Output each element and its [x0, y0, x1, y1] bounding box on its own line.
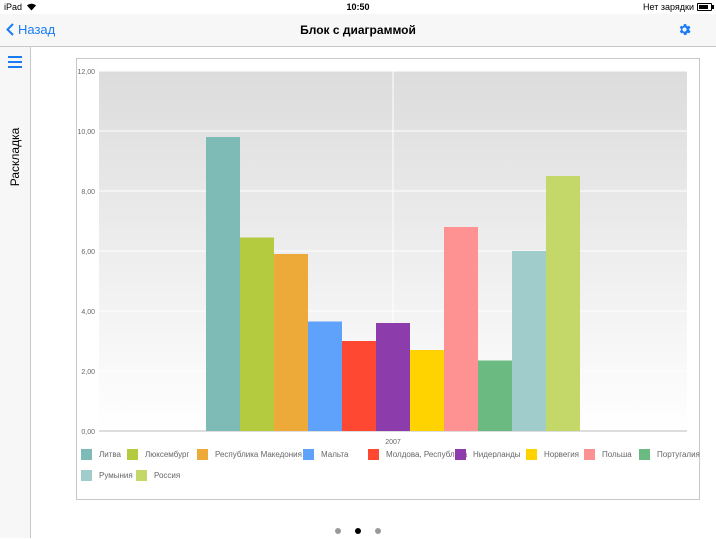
page-title: Блок с диаграммой [300, 23, 416, 37]
page-indicator [0, 521, 716, 539]
legend-swatch [455, 449, 466, 460]
bar [376, 323, 410, 431]
legend-swatch [303, 449, 314, 460]
legend-item: Норвегия [526, 449, 579, 460]
layout-tab-label: Раскладка [8, 127, 22, 187]
legend-label: Норвегия [544, 450, 580, 459]
bar [240, 237, 274, 431]
menu-icon[interactable] [8, 56, 22, 68]
legend-item: Польша [584, 449, 632, 460]
back-button[interactable]: Назад [6, 22, 55, 37]
legend-item: Нидерланды [455, 449, 521, 460]
legend-item: Мальта [303, 449, 348, 460]
bar-chart: 0,00 2,00 4,00 6,00 8,00 10,00 12,00 2007 [77, 69, 687, 446]
legend-swatch [81, 470, 92, 481]
legend-label: Португалия [657, 450, 700, 459]
gear-icon[interactable] [677, 22, 692, 37]
bar [410, 350, 444, 431]
legend-swatch [526, 449, 537, 460]
legend-item: Литва [81, 449, 121, 460]
y-tick-label: 12,00 [77, 69, 95, 76]
layout-tab[interactable]: Раскладка [8, 127, 22, 187]
x-tick-label: 2007 [385, 439, 401, 446]
legend-label: Молдова, Республика [386, 450, 468, 459]
bar [478, 360, 512, 431]
sidebar: Раскладка [0, 47, 31, 538]
wifi-icon [27, 3, 36, 11]
device-name: iPad [4, 2, 23, 12]
bar [308, 321, 342, 431]
legend-swatch [127, 449, 138, 460]
legend-item: Португалия [639, 449, 700, 460]
page-dot[interactable] [335, 528, 341, 534]
y-tick-label: 8,00 [81, 189, 95, 196]
legend-label: Нидерланды [473, 450, 521, 459]
legend-swatch [639, 449, 650, 460]
y-tick-label: 4,00 [81, 309, 95, 316]
chart-panel: 0,00 2,00 4,00 6,00 8,00 10,00 12,00 2007 Литва… [76, 58, 700, 500]
bar [342, 341, 376, 431]
legend-item: Молдова, Республика [368, 449, 467, 460]
y-tick-label: 0,00 [81, 429, 95, 436]
legend-swatch [584, 449, 595, 460]
navigation-bar: Назад Блок с диаграммой [0, 14, 716, 47]
legend-label: Польша [602, 450, 632, 459]
status-time: 10:50 [346, 2, 370, 12]
y-tick-label: 2,00 [81, 369, 95, 376]
page-dot[interactable] [375, 528, 381, 534]
legend-swatch [197, 449, 208, 460]
legend-item: Республика Македония [197, 449, 302, 460]
legend-item: Румыния [81, 470, 133, 481]
chevron-left-icon [6, 23, 14, 36]
bar [444, 227, 478, 431]
bar [274, 254, 308, 431]
legend-item: Россия [136, 470, 180, 481]
battery-icon [697, 3, 714, 11]
legend-label: Румыния [99, 471, 133, 480]
status-bar: iPad 10:50 Нет зарядки [0, 0, 716, 14]
legend-item: Люксембург [127, 449, 189, 460]
legend-label: Литва [99, 450, 121, 459]
back-button-label: Назад [18, 22, 56, 37]
charging-status: Нет зарядки [643, 2, 694, 12]
y-tick-label: 10,00 [77, 129, 95, 136]
legend-label: Люксембург [145, 450, 190, 459]
legend-swatch [81, 449, 92, 460]
legend-label: Мальта [321, 450, 349, 459]
legend-label: Россия [154, 471, 181, 480]
legend-swatch [136, 470, 147, 481]
bar [512, 251, 546, 431]
legend-swatch [368, 449, 379, 460]
y-tick-label: 6,00 [81, 249, 95, 256]
legend-label: Республика Македония [215, 450, 302, 459]
bar [546, 176, 580, 431]
bar [206, 137, 240, 431]
page-dot[interactable] [355, 528, 361, 534]
